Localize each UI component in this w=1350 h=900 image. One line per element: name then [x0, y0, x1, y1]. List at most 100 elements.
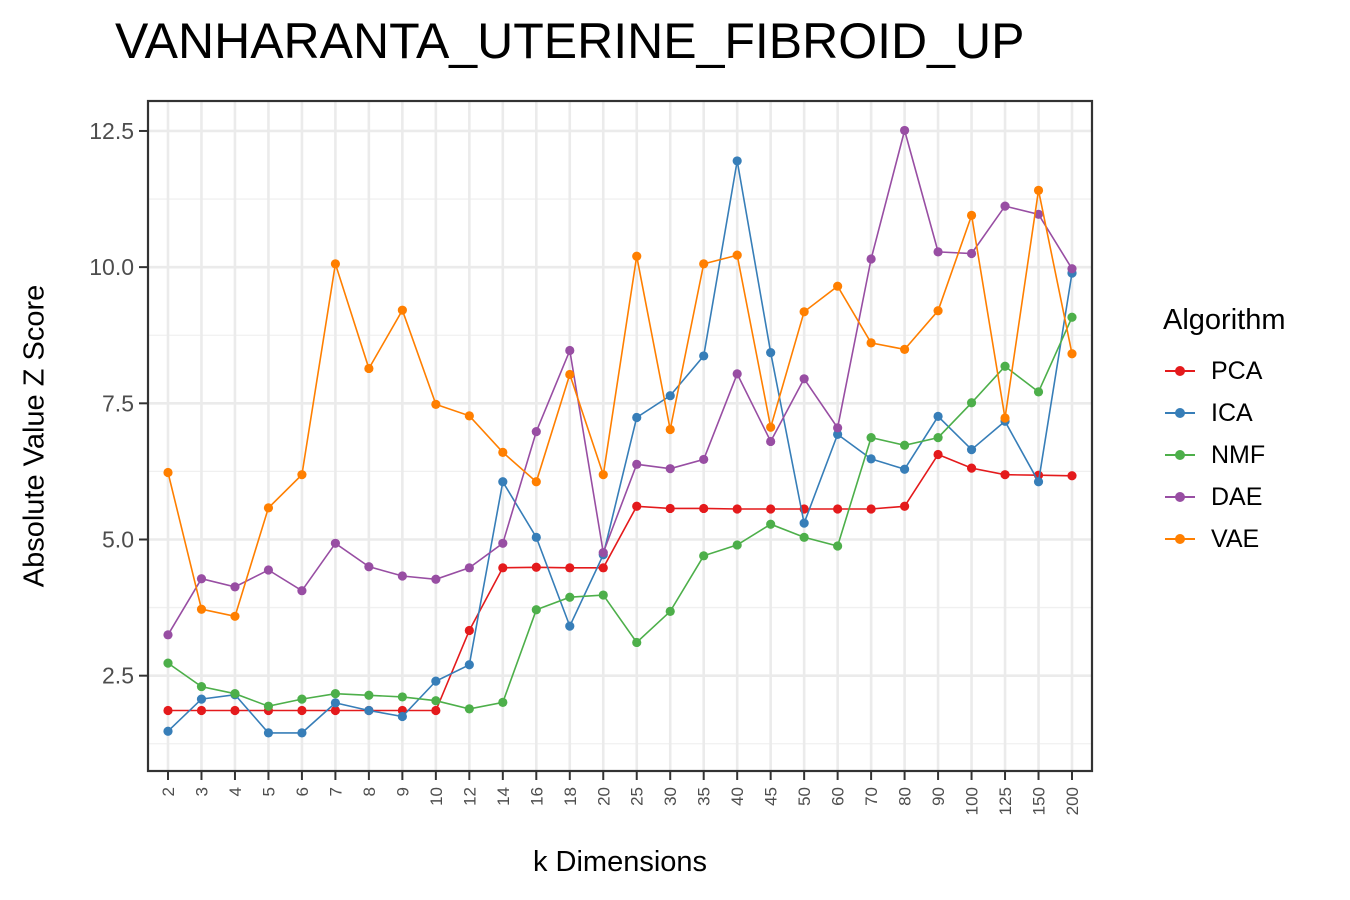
- grid: [148, 101, 1092, 771]
- legend-key: [1163, 361, 1197, 381]
- data-point: [665, 464, 675, 474]
- data-point: [364, 705, 374, 716]
- legend-item-pca: PCA: [1163, 350, 1286, 392]
- y-tick-label: 2.5: [102, 663, 134, 689]
- x-tick-label: 200: [1063, 787, 1082, 815]
- data-point: [230, 705, 240, 716]
- data-point: [1000, 470, 1010, 480]
- legend-key-point: [1175, 492, 1185, 502]
- x-tick-label: 35: [695, 787, 714, 806]
- x-tick-label: 16: [527, 787, 546, 806]
- data-point: [297, 705, 307, 716]
- data-point: [565, 563, 575, 573]
- data-point: [966, 248, 977, 259]
- data-point: [330, 538, 341, 548]
- legend-label: VAE: [1211, 524, 1260, 553]
- data-point: [498, 563, 508, 573]
- legend-key-point: [1175, 408, 1185, 418]
- data-point: [966, 445, 977, 455]
- data-point: [531, 477, 541, 487]
- legend-item-dae: DAE: [1163, 476, 1286, 518]
- data-point: [866, 254, 876, 264]
- x-tick-label: 12: [460, 787, 479, 806]
- data-point: [1067, 264, 1077, 274]
- data-point: [498, 697, 508, 707]
- axes: 2.55.07.510.012.52 3 4 5 6 7 8 9 10 12 14 16 18 20 25 3…: [89, 118, 1082, 815]
- data-point: [732, 250, 742, 260]
- legend-label: ICA: [1211, 398, 1253, 427]
- data-point: [632, 251, 642, 261]
- data-point: [966, 210, 977, 220]
- x-tick-label: 70: [862, 787, 881, 806]
- data-point: [699, 503, 709, 514]
- data-point: [866, 454, 876, 464]
- data-point: [263, 565, 274, 575]
- data-point: [196, 705, 207, 716]
- data-point: [330, 259, 341, 269]
- data-point: [632, 501, 642, 511]
- data-point: [1067, 471, 1077, 481]
- series-nmf: [163, 312, 1077, 714]
- data-point: [632, 637, 642, 648]
- series-line-pca: [168, 453, 1073, 712]
- legend-title: Algorithm: [1163, 304, 1286, 336]
- x-tick-label: 40: [728, 787, 747, 806]
- legend-key-point: [1175, 366, 1185, 376]
- data-point: [163, 658, 173, 668]
- data-point: [766, 422, 776, 432]
- data-point: [866, 504, 876, 514]
- x-tick-label: 6: [293, 787, 312, 796]
- data-point: [799, 374, 809, 384]
- data-point: [464, 704, 474, 714]
- series-line-nmf: [167, 316, 1073, 710]
- data-point: [833, 429, 843, 439]
- x-tick-label: 45: [762, 787, 781, 806]
- x-tick-label: 10: [427, 787, 446, 806]
- data-point: [397, 711, 407, 722]
- data-point: [297, 470, 307, 480]
- data-point: [397, 571, 407, 581]
- data-point: [1033, 387, 1044, 397]
- plot-panel-border: [146, 99, 1094, 773]
- data-point: [766, 348, 776, 358]
- data-point: [263, 728, 274, 738]
- data-point: [330, 698, 341, 708]
- x-tick-label: 25: [628, 787, 647, 806]
- data-point: [665, 424, 675, 435]
- data-point: [833, 423, 843, 433]
- data-point: [230, 611, 240, 621]
- data-point: [966, 398, 977, 408]
- data-point: [163, 726, 173, 736]
- data-point: [1067, 349, 1077, 359]
- data-point: [1067, 312, 1077, 322]
- data-point: [899, 125, 910, 136]
- data-point: [866, 433, 876, 443]
- x-axis-label: k Dimensions: [532, 846, 708, 878]
- data-point: [364, 363, 374, 374]
- data-point: [498, 447, 508, 457]
- y-axis-label: Absolute Value Z Score: [18, 284, 51, 588]
- series-group: [163, 125, 1077, 738]
- data-point: [933, 449, 943, 460]
- data-point: [833, 541, 843, 551]
- y-tick-label: 10.0: [89, 254, 134, 280]
- legend-key: [1163, 529, 1197, 549]
- data-point: [732, 540, 742, 550]
- data-point: [598, 563, 608, 573]
- data-point: [632, 459, 642, 469]
- data-point: [330, 705, 341, 716]
- x-tick-label: 125: [996, 787, 1015, 815]
- legend-label: DAE: [1211, 482, 1263, 511]
- data-point: [565, 369, 575, 380]
- data-point: [464, 411, 474, 421]
- series-dae: [163, 125, 1077, 640]
- x-tick-label: 3: [192, 787, 211, 796]
- data-point: [866, 338, 876, 348]
- data-point: [498, 477, 508, 487]
- x-tick-label: 9: [393, 787, 412, 796]
- series-pca: [163, 449, 1077, 716]
- data-point: [833, 504, 843, 514]
- x-tick-label: 2: [159, 787, 178, 796]
- data-point: [230, 689, 240, 699]
